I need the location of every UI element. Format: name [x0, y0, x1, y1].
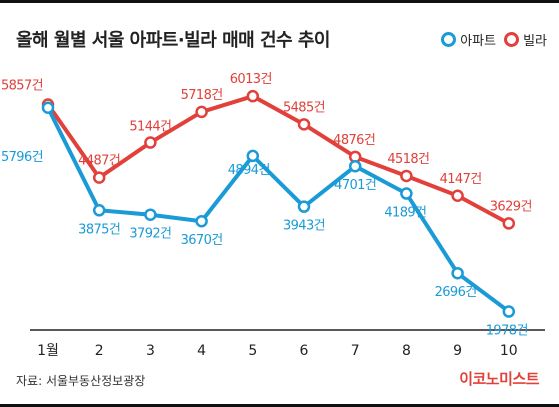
apt-point	[400, 187, 413, 200]
top-rule	[0, 0, 559, 3]
villa-point	[246, 89, 260, 103]
villa-point	[502, 217, 516, 230]
bottom-rule	[0, 404, 559, 407]
apt-point	[246, 149, 260, 163]
villa-data-label: 4876건	[333, 133, 375, 148]
apt-point	[348, 159, 362, 173]
source-note: 자료: 서울부동산정보광장	[16, 374, 146, 388]
apt-data-label: 5796건	[1, 150, 43, 165]
x-tick-label: 5	[248, 343, 257, 359]
apt-point	[144, 208, 157, 221]
villa-point	[451, 189, 464, 203]
apt-data-label: 3792건	[129, 227, 171, 242]
apt-data-label: 4894건	[228, 163, 270, 178]
villa-data-label: 4147건	[440, 172, 482, 187]
x-tick-label: 8	[402, 343, 411, 359]
villa-point	[400, 169, 413, 183]
villa-data-label: 4518건	[387, 152, 429, 167]
apt-point	[41, 101, 55, 115]
apt-data-label: 3670건	[181, 233, 223, 248]
data-labels: 5796건 3875건 3792건 3670건 4894건 3943건 4701건 4189건…	[1, 72, 532, 338]
x-tick-label: 6	[300, 343, 309, 359]
x-tick-label: 2	[95, 343, 104, 359]
villa-point	[144, 136, 157, 149]
x-tick-label: 3	[146, 343, 155, 359]
apt-point	[92, 204, 106, 217]
x-tick-label: 7	[351, 343, 360, 359]
legend-item-villa: 빌라	[504, 30, 547, 49]
x-tick-label: 9	[453, 343, 462, 359]
villa-data-label: 4487건	[78, 154, 120, 169]
brand-logo: 이코노미스트	[459, 370, 539, 388]
villa-data-label: 5718건	[181, 88, 223, 103]
apt-data-label: 3875건	[78, 222, 120, 237]
legend-villa-label: 빌라	[523, 34, 547, 49]
x-tick-label: 10	[500, 343, 518, 359]
legend-item-apt: 아파트	[441, 30, 496, 49]
villa-data-label: 5857건	[1, 79, 43, 94]
apt-data-label: 4189건	[384, 206, 426, 221]
legend-apt-marker-icon	[441, 32, 457, 47]
apt-point	[502, 305, 516, 318]
apt-point	[297, 200, 311, 213]
villa-series-line	[46, 94, 511, 226]
chart-title: 올해 월별 서울 아파트·빌라 매매 건수 추이	[16, 30, 330, 51]
apt-data-label: 1978건	[486, 324, 528, 339]
villa-data-label: 3629건	[490, 199, 532, 214]
series-lines	[46, 94, 511, 314]
apt-data-label: 2696건	[435, 285, 477, 300]
series-markers	[41, 89, 516, 318]
villa-data-label: 5144건	[129, 120, 171, 135]
apt-point	[451, 266, 464, 280]
villa-data-label: 5485건	[283, 100, 325, 115]
apt-data-label: 4701건	[334, 178, 376, 193]
legend: 아파트 빌라	[433, 30, 547, 49]
apt-data-label: 3943건	[283, 219, 325, 234]
villa-point	[297, 118, 311, 131]
villa-point	[92, 171, 106, 184]
villa-data-label: 6013건	[230, 72, 272, 87]
legend-apt-label: 아파트	[460, 34, 497, 49]
x-axis: 1월 2 3 4 5 6 7 8 9 10	[30, 329, 545, 359]
x-tick-label: 4	[197, 343, 206, 359]
legend-villa-marker-icon	[504, 32, 520, 47]
apt-point	[195, 214, 208, 228]
villa-point	[195, 105, 208, 119]
apt-series-line	[46, 105, 511, 314]
x-tick-label: 1월	[37, 343, 59, 359]
